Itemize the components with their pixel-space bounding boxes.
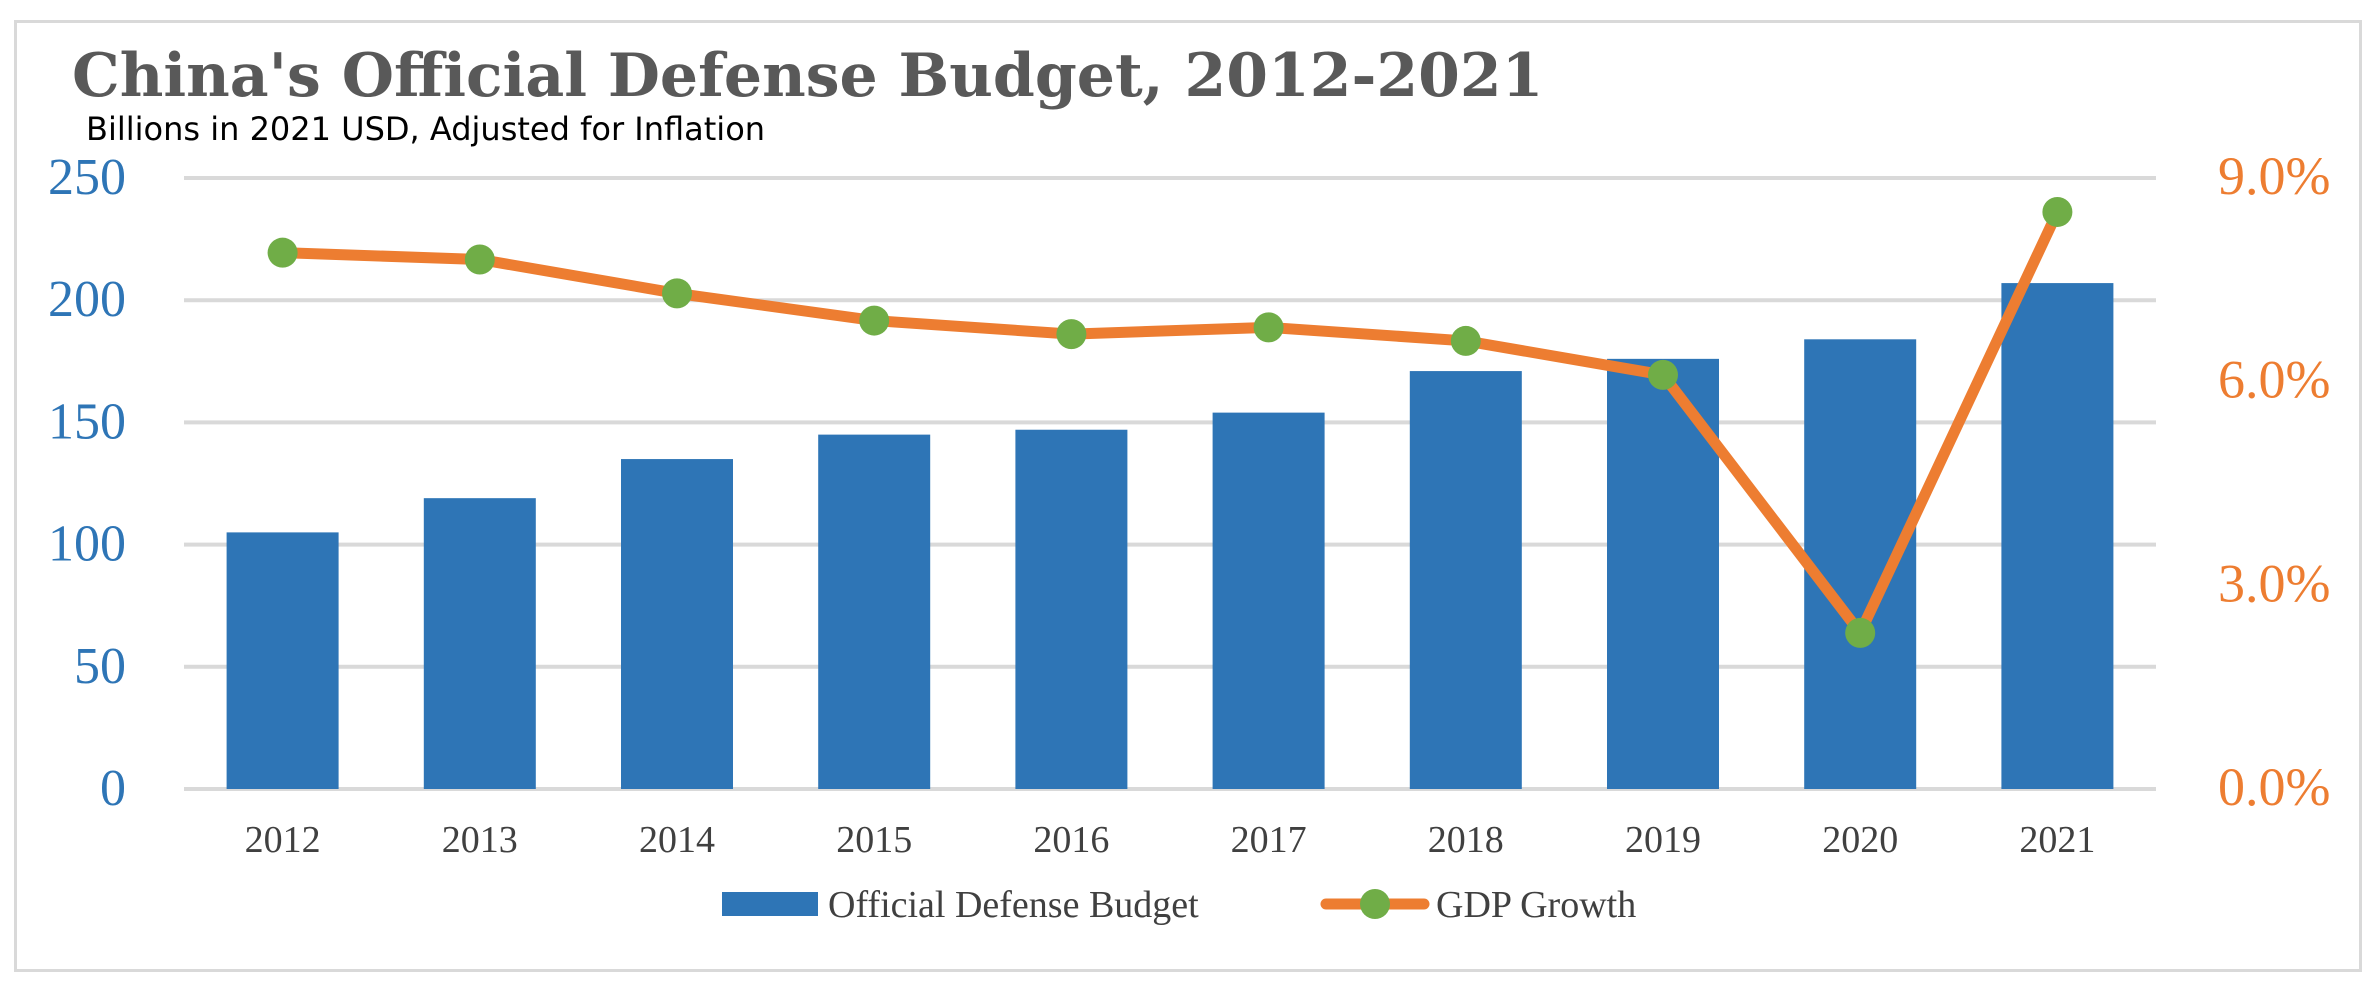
legend-bar-swatch bbox=[722, 892, 818, 916]
y-left-tick-label: 200 bbox=[48, 271, 126, 328]
legend-label-defense-budget: Official Defense Budget bbox=[828, 884, 1199, 926]
bar-2013 bbox=[423, 498, 536, 789]
gdp-marker-2019 bbox=[1648, 359, 1678, 390]
bar-2020 bbox=[1804, 339, 1917, 789]
x-tick-label: 2015 bbox=[836, 819, 912, 861]
y-right-tick-label: 3.0% bbox=[2218, 553, 2330, 613]
gdp-line bbox=[267, 196, 2073, 648]
bars bbox=[226, 283, 2114, 789]
bar-2015 bbox=[818, 434, 931, 789]
y-left-tick-label: 150 bbox=[48, 393, 126, 450]
gdp-marker-2016 bbox=[1056, 319, 1087, 350]
y-right-tick-label: 0.0% bbox=[2218, 757, 2330, 817]
legend-label-gdp-growth: GDP Growth bbox=[1436, 884, 1636, 926]
bar-2016 bbox=[1015, 429, 1128, 789]
bar-2012 bbox=[226, 532, 339, 789]
bar-2021 bbox=[2001, 283, 2114, 789]
x-tick-label: 2019 bbox=[1625, 819, 1701, 861]
y-left-tick-label: 250 bbox=[48, 149, 126, 206]
x-tick-label: 2013 bbox=[442, 819, 518, 861]
gdp-marker-2014 bbox=[662, 278, 692, 309]
bar-2014 bbox=[621, 459, 733, 789]
gdp-growth-line bbox=[277, 206, 2063, 639]
gdp-marker-2021 bbox=[2042, 196, 2073, 227]
x-tick-label: 2020 bbox=[1822, 819, 1898, 861]
gdp-marker-2017 bbox=[1253, 312, 1284, 343]
gdp-marker-2020 bbox=[1845, 617, 1876, 648]
legend: Official Defense Budget GDP Growth bbox=[722, 884, 1636, 926]
x-tick-label: 2017 bbox=[1231, 819, 1307, 861]
bar-2018 bbox=[1409, 371, 1522, 789]
chart-title: China's Official Defense Budget, 2012-20… bbox=[72, 41, 1543, 111]
y-left-tick-label: 100 bbox=[48, 516, 126, 573]
gdp-marker-2012 bbox=[267, 237, 298, 268]
chart-subtitle: Billions in 2021 USD, Adjusted for Infla… bbox=[86, 110, 765, 148]
x-tick-label: 2018 bbox=[1428, 819, 1504, 861]
x-tick-label: 2012 bbox=[245, 819, 321, 861]
gdp-marker-2013 bbox=[464, 244, 495, 275]
y-right-tick-label: 9.0% bbox=[2218, 146, 2330, 206]
gdp-marker-2015 bbox=[859, 305, 890, 336]
y-left-tick-label: 0 bbox=[100, 760, 126, 817]
y-right-tick-label: 6.0% bbox=[2218, 350, 2330, 410]
x-tick-label: 2016 bbox=[1033, 819, 1109, 861]
y-left-tick-label: 50 bbox=[74, 638, 126, 695]
x-tick-label: 2021 bbox=[2019, 819, 2095, 861]
x-tick-label: 2014 bbox=[639, 819, 715, 861]
legend-marker-swatch bbox=[1360, 889, 1390, 919]
gdp-marker-2018 bbox=[1450, 325, 1481, 356]
bar-2017 bbox=[1212, 412, 1325, 789]
axes: 0 50 100 150 200 250 0.0% 3.0% 6.0% 9.0% 2012 2013 2… bbox=[48, 146, 2330, 861]
